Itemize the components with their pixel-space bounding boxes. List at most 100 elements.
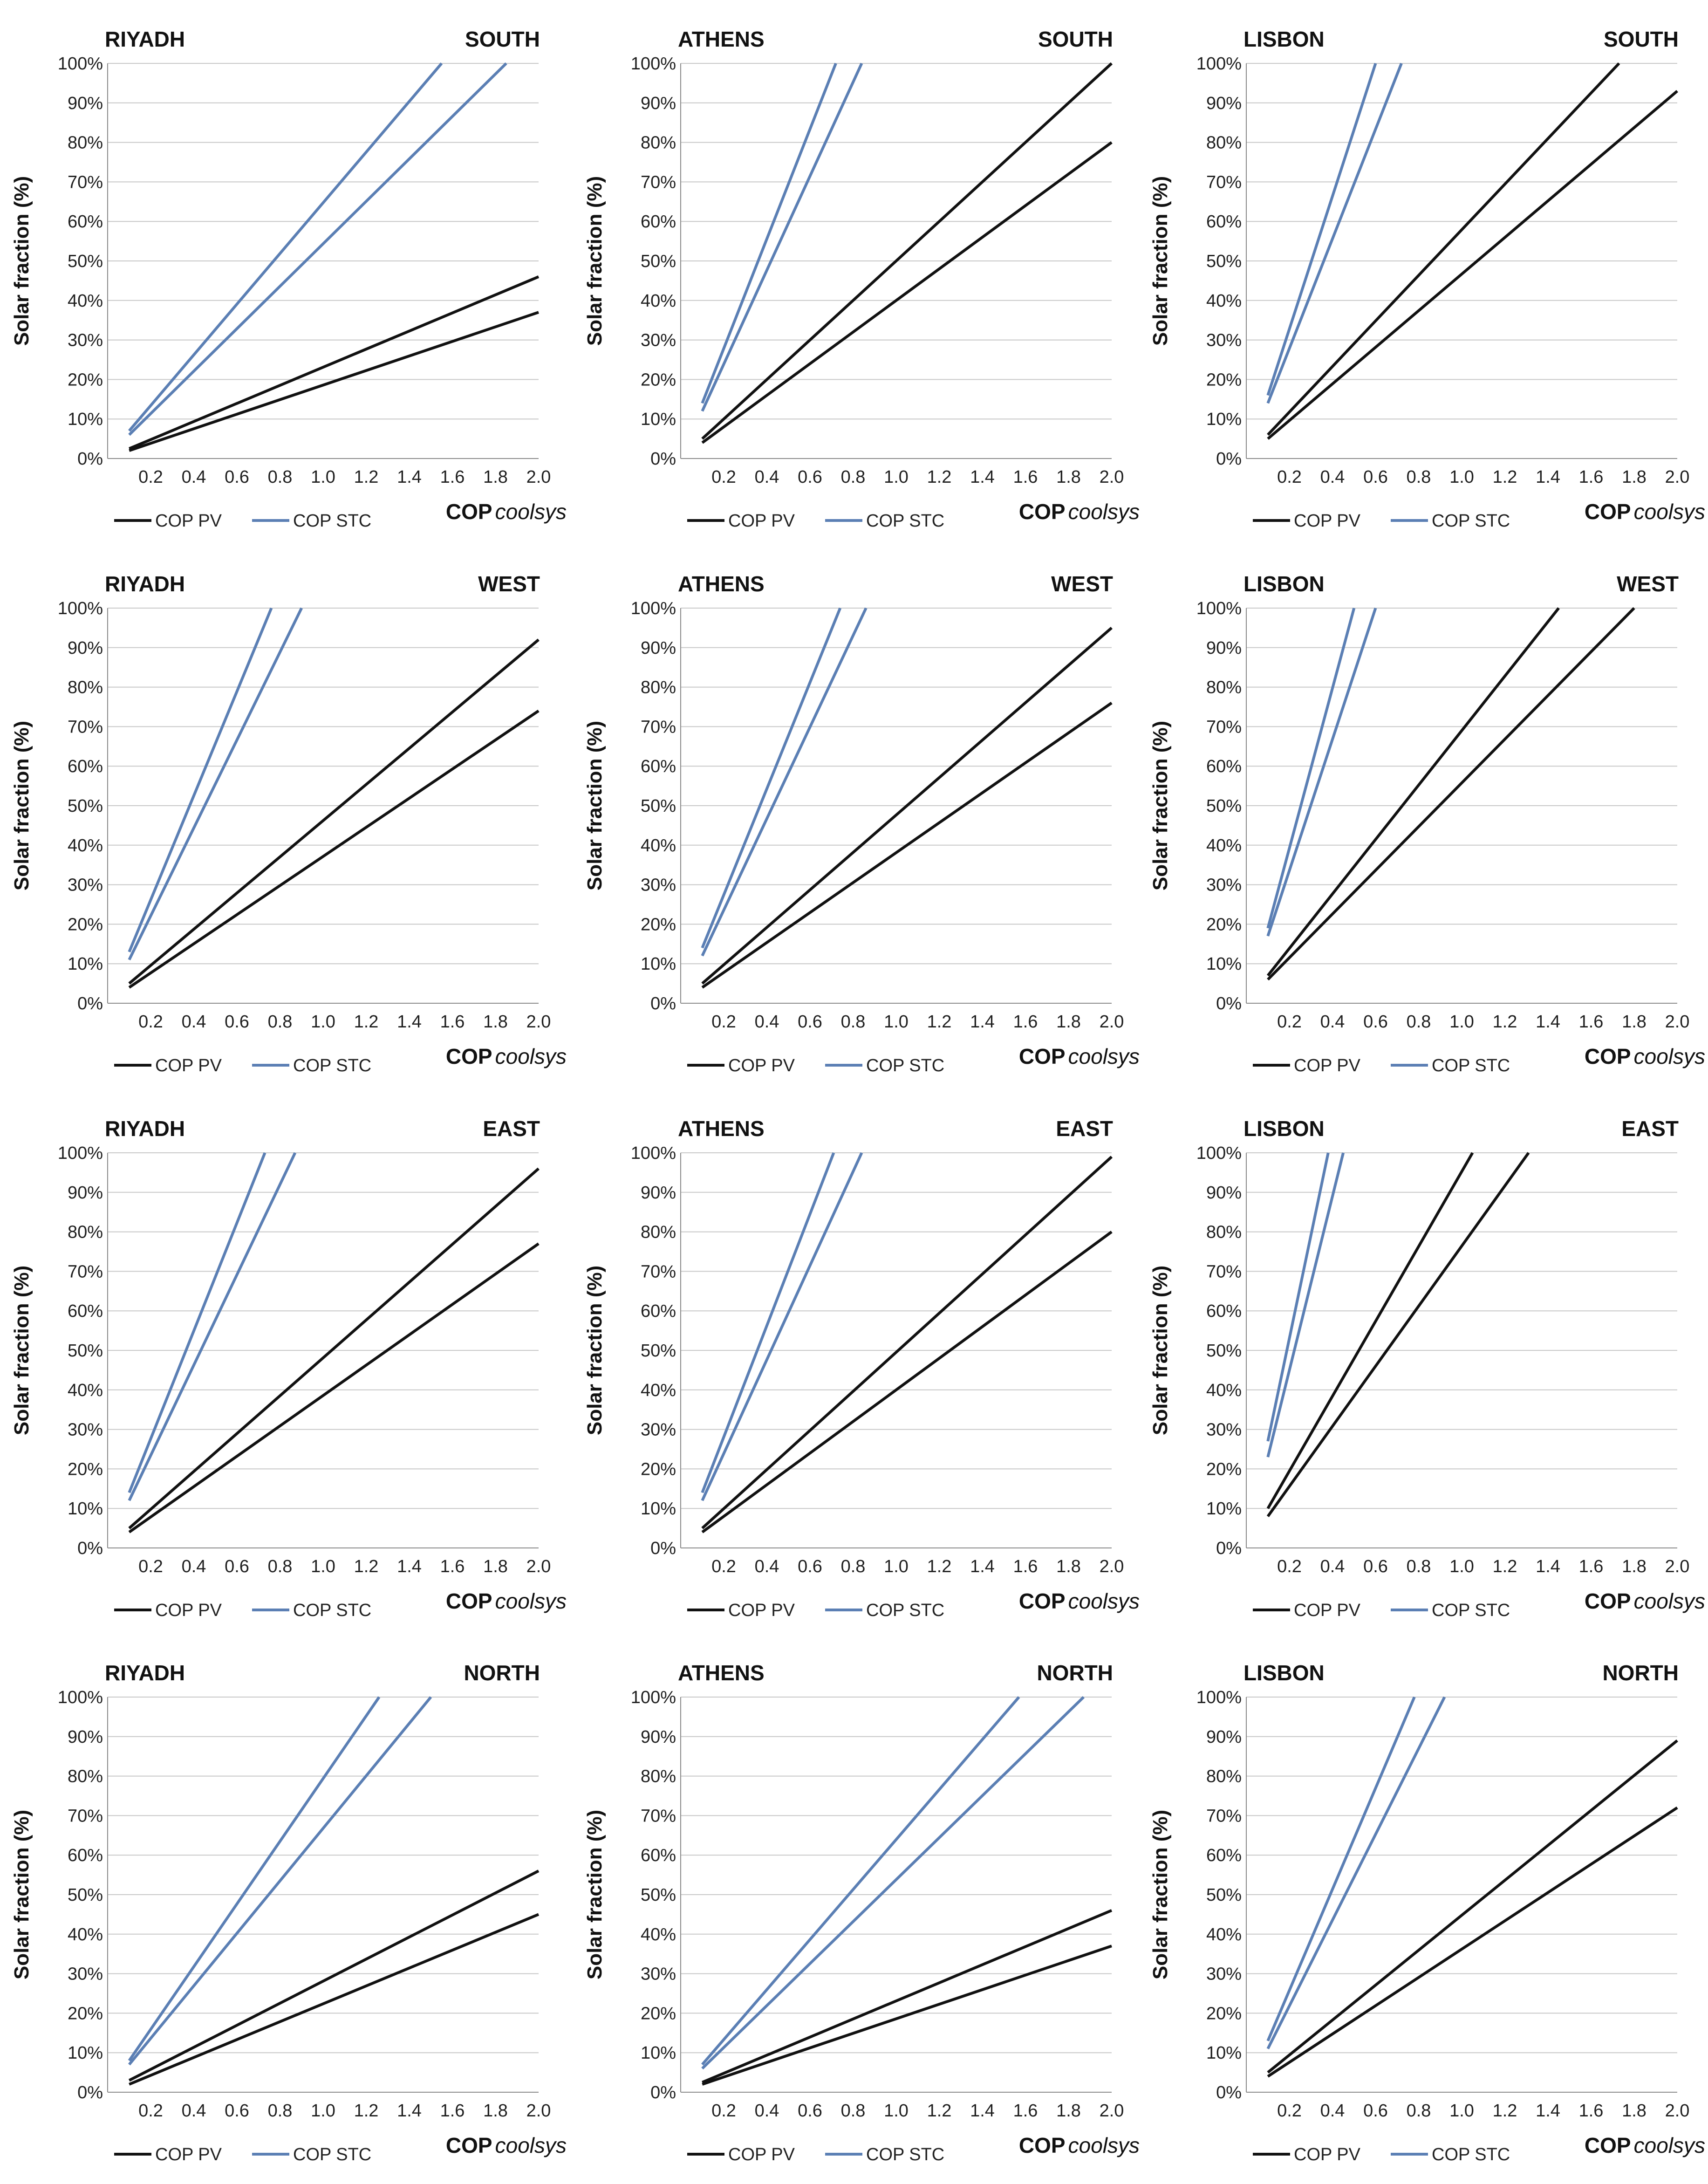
y-tick-label: 30% [68, 876, 103, 895]
x-axis-title-subscript: coolsys [1068, 1044, 1140, 1068]
panel-city-title: ATHENS [678, 1116, 765, 1141]
y-tick-label: 60% [68, 757, 103, 776]
y-axis-title: Solar fraction (%) [10, 1810, 33, 1979]
panel-city-title: LISBON [1243, 1661, 1325, 1685]
y-tick-label: 0% [77, 449, 103, 469]
legend-label-cop-pv: COP PV [728, 1601, 795, 1620]
y-tick-label: 100% [58, 1688, 103, 1707]
y-axis-title: Solar fraction (%) [583, 1266, 606, 1435]
y-tick-label: 40% [1206, 836, 1242, 856]
legend-label-cop-pv: COP PV [155, 1601, 222, 1620]
panel-city-title: ATHENS [678, 1661, 765, 1685]
x-axis-title-main: COP [1585, 1589, 1631, 1613]
x-tick-label: 1.0 [311, 1012, 335, 1032]
y-tick-label: 10% [1206, 410, 1242, 429]
panel-city-title: ATHENS [678, 27, 765, 51]
x-tick-label: 0.6 [798, 1557, 822, 1576]
x-tick-label: 0.2 [1277, 1557, 1302, 1576]
x-tick-label: 1.0 [884, 2101, 909, 2121]
x-tick-label: 0.8 [1407, 467, 1431, 487]
y-axis-title: Solar fraction (%) [583, 721, 606, 890]
series-line-cop-stc-1 [701, 607, 842, 949]
legend-label-cop-pv: COP PV [155, 2145, 222, 2164]
panel-orientation-title: NORTH [1037, 1661, 1113, 1685]
y-tick-label: 100% [631, 599, 676, 618]
y-tick-label: 80% [68, 133, 103, 153]
series-line-cop-stc-1 [701, 62, 837, 404]
x-tick-label: 1.8 [1056, 1557, 1081, 1576]
x-tick-label: 1.4 [970, 1557, 995, 1576]
series-line-cop-stc-2 [701, 1152, 863, 1501]
x-tick-label: 0.2 [1277, 1012, 1302, 1032]
x-tick-label: 1.4 [970, 2101, 995, 2121]
series-line-cop-pv-1 [128, 1167, 540, 1529]
y-tick-label: 50% [641, 252, 676, 271]
legend-label-cop-stc: COP STC [1432, 1601, 1510, 1620]
y-tick-label: 50% [68, 1341, 103, 1361]
x-tick-label: 0.2 [711, 1557, 736, 1576]
x-tick-label: 0.6 [798, 467, 822, 487]
y-tick-label: 0% [650, 449, 676, 469]
chart-panel-athens-west: 0% 10% 20% 30% 40% 50% 60% 70% 80% 90% 100% 0.2 0.4 0… [583, 572, 1140, 1075]
series-line-cop-stc-1 [701, 1152, 835, 1493]
series-line-cop-pv-1 [701, 1156, 1113, 1529]
y-tick-label: 80% [1206, 1223, 1242, 1242]
series-line-cop-pv-1 [128, 1869, 540, 2082]
y-tick-label: 70% [641, 1262, 676, 1281]
x-tick-label: 0.2 [711, 467, 736, 487]
x-tick-label: 0.2 [711, 1012, 736, 1032]
x-tick-label: 1.2 [927, 1012, 952, 1032]
x-axis-title-subscript: coolsys [495, 500, 567, 524]
y-tick-label: 10% [68, 2043, 103, 2063]
y-tick-label: 60% [641, 757, 676, 776]
y-tick-label: 90% [68, 94, 103, 113]
series-line-cop-stc-1 [1266, 1696, 1416, 2041]
x-tick-label: 1.8 [483, 1557, 508, 1576]
legend-label-cop-stc: COP STC [1432, 511, 1510, 531]
x-tick-label: 1.6 [1579, 1012, 1604, 1032]
x-tick-label: 1.6 [1579, 467, 1604, 487]
x-tick-label: 0.8 [841, 1012, 866, 1032]
y-tick-label: 60% [1206, 1301, 1242, 1321]
series-line-cop-pv-2 [1267, 1806, 1678, 2078]
y-tick-label: 90% [1206, 1727, 1242, 1747]
y-tick-label: 40% [68, 836, 103, 856]
x-tick-label: 0.4 [182, 1557, 206, 1576]
y-tick-label: 60% [68, 212, 103, 232]
panel-city-title: LISBON [1243, 27, 1325, 51]
panel-orientation-title: SOUTH [1038, 27, 1113, 51]
y-tick-label: 30% [641, 1965, 676, 1984]
x-tick-label: 1.2 [354, 1557, 379, 1576]
series-line-cop-stc-1 [128, 1696, 381, 2061]
panel-orientation-title: NORTH [1602, 1661, 1679, 1685]
y-tick-label: 10% [1206, 2043, 1242, 2063]
x-tick-label: 1.4 [397, 1012, 422, 1032]
y-tick-label: 20% [1206, 915, 1242, 934]
x-tick-label: 2.0 [526, 467, 551, 487]
y-tick-label: 50% [68, 252, 103, 271]
y-tick-label: 90% [68, 1727, 103, 1747]
series-line-cop-stc-2 [1266, 608, 1377, 937]
y-tick-label: 90% [641, 1727, 676, 1747]
x-axis-title-main: COP [1019, 1589, 1066, 1613]
series-line-cop-stc-2 [701, 607, 868, 957]
y-axis-title: Solar fraction (%) [1149, 721, 1172, 890]
y-tick-label: 50% [641, 796, 676, 816]
x-tick-label: 1.0 [884, 1012, 909, 1032]
x-tick-label: 0.8 [268, 1557, 293, 1576]
series-line-cop-stc-1 [128, 62, 443, 432]
y-tick-label: 30% [641, 1420, 676, 1440]
y-tick-label: 30% [1206, 331, 1242, 350]
y-tick-label: 70% [68, 172, 103, 192]
y-tick-label: 100% [58, 599, 103, 618]
series-line-cop-pv-1 [128, 638, 540, 985]
x-tick-label: 0.4 [1320, 1557, 1345, 1576]
x-tick-label: 0.2 [711, 2101, 736, 2121]
y-tick-label: 30% [1206, 1965, 1242, 1984]
y-tick-label: 30% [1206, 876, 1242, 895]
legend-label-cop-pv: COP PV [1294, 2145, 1361, 2164]
x-tick-label: 2.0 [1100, 1557, 1124, 1576]
y-tick-label: 40% [1206, 291, 1242, 311]
y-tick-label: 10% [1206, 954, 1242, 974]
x-axis-title-main: COP [1585, 500, 1631, 524]
